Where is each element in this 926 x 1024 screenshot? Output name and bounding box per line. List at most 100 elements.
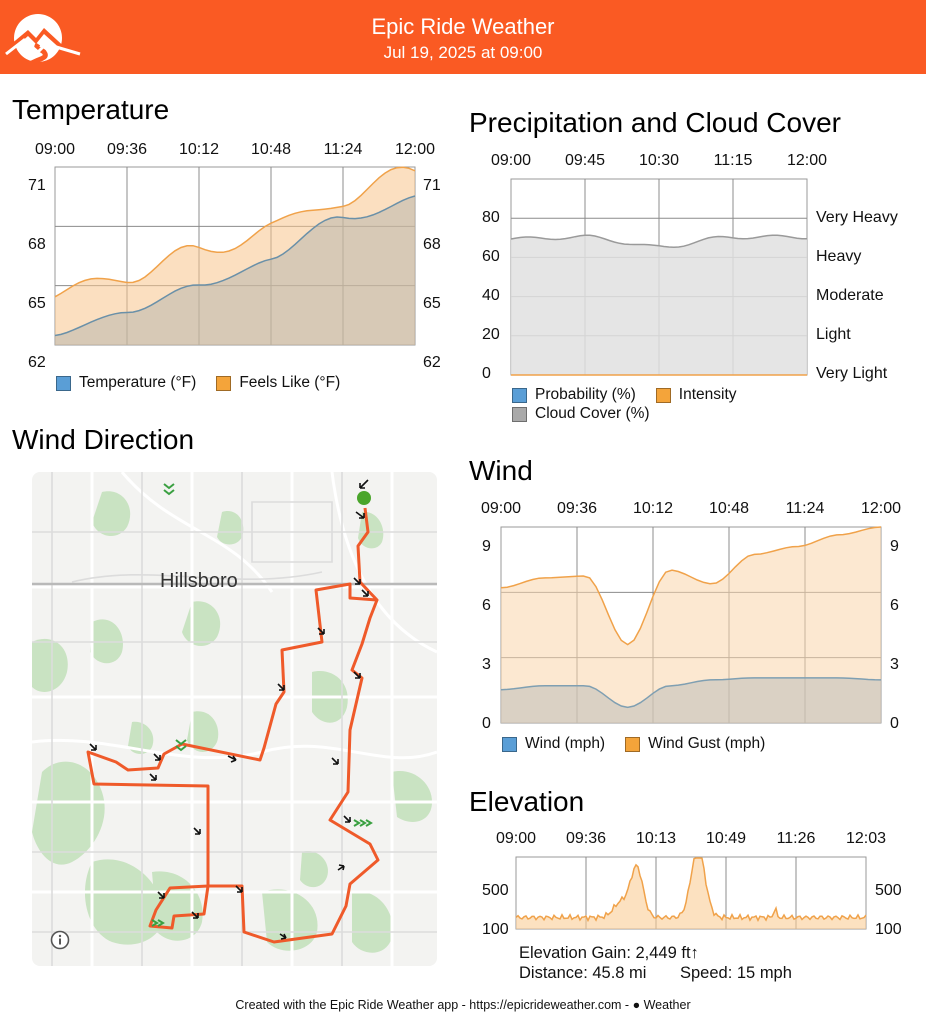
precip-intensity-label: Very Heavy (816, 209, 898, 226)
wind-y-tick-left: 9 (482, 538, 491, 555)
wind-gust-line (500, 526, 882, 646)
elevation-area (516, 858, 866, 929)
start-marker (357, 491, 371, 505)
temp-y-tick-right: 71 (423, 177, 441, 194)
temp-x-tick: 12:00 (394, 141, 436, 158)
precip-y-tick: 0 (482, 365, 491, 382)
footer: Created with the Epic Ride Weather app -… (0, 998, 926, 1012)
wind-y-tick-right: 9 (890, 538, 899, 555)
precip-intensity-label: Moderate (816, 287, 884, 304)
map-city-label: Hillsboro (160, 570, 238, 592)
precipitation-title: Precipitation and Cloud Cover (469, 107, 841, 138)
wind-title: Wind (469, 455, 533, 486)
elevation-chart (515, 856, 867, 930)
intensity-swatch (655, 387, 671, 403)
precip-y-tick: 60 (482, 248, 500, 265)
ride-speed: Speed: 15 mph (680, 964, 792, 982)
wind-y-tick-right: 6 (890, 597, 899, 614)
wind-y-tick-right: 3 (890, 656, 899, 673)
precip-intensity-label: Very Light (816, 365, 888, 382)
elevation-gain: Elevation Gain: 2,449 ft↑ (519, 944, 699, 962)
legend-probability: Probability (%) (535, 386, 636, 403)
wind-y-tick-left: 6 (482, 597, 491, 614)
temperature-legend: Temperature (°F) Feels Like (°F) (54, 374, 358, 392)
temp-x-tick: 10:48 (250, 141, 292, 158)
elev-x-tick: 09:00 (495, 830, 537, 847)
wind-x-tick: 11:24 (785, 500, 825, 517)
wind-chart (500, 526, 882, 724)
temp-x-tick: 10:12 (178, 141, 220, 158)
temperature-area (55, 196, 415, 345)
temp-y-tick-left: 68 (28, 236, 46, 253)
precip-intensity-label: Light (816, 326, 851, 343)
elev-x-tick: 12:03 (845, 830, 887, 847)
cloud-legend: Cloud Cover (%) (510, 405, 668, 423)
feels-like-area (55, 167, 415, 345)
wind-x-tick: 09:36 (556, 500, 598, 517)
precip-x-tick: 10:30 (638, 152, 680, 169)
precip-x-tick: 12:00 (786, 152, 828, 169)
precip-y-tick: 20 (482, 326, 500, 343)
legend-temperature: Temperature (°F) (79, 374, 197, 391)
temp-x-tick: 11:24 (323, 141, 363, 158)
elev-y-tick-left: 500 (482, 882, 509, 899)
elev-x-tick: 10:49 (705, 830, 747, 847)
temp-y-tick-left: 71 (28, 177, 46, 194)
elev-x-tick: 11:26 (776, 830, 816, 847)
elev-y-tick-left: 100 (482, 921, 509, 938)
wind-legend: Wind (mph) Wind Gust (mph) (500, 735, 783, 753)
cloud-cover-swatch (512, 406, 527, 422)
footer-weather: Weather (643, 998, 691, 1012)
temp-y-tick-left: 65 (28, 295, 46, 312)
precip-x-tick: 09:45 (564, 152, 606, 169)
temp-x-tick: 09:00 (34, 141, 76, 158)
wind-y-tick-right: 0 (890, 715, 899, 732)
ride-date-time: Jul 19, 2025 at 09:00 (383, 43, 543, 62)
wind-y-tick-left: 3 (482, 656, 491, 673)
wind-y-tick-left: 0 (482, 715, 491, 732)
elev-x-tick: 09:36 (565, 830, 607, 847)
map-canvas (32, 472, 437, 966)
app-header: Epic Ride Weather Jul 19, 2025 at 09:00 (0, 0, 926, 74)
temperature-chart (54, 166, 416, 346)
legend-wind-gust: Wind Gust (mph) (648, 735, 766, 752)
temperature-line (54, 195, 416, 337)
wind-gust-area (501, 527, 881, 723)
wind-direction-map[interactable]: Hillsboro (32, 472, 437, 966)
elev-y-tick-right: 100 (875, 921, 902, 938)
wind-x-tick: 10:12 (632, 500, 674, 517)
precip-x-tick: 09:00 (490, 152, 532, 169)
feels-like-line (54, 166, 416, 298)
cloud-cover-line (510, 234, 808, 248)
temp-y-tick-right: 62 (423, 354, 441, 371)
footer-text: Created with the Epic Ride Weather app -… (235, 998, 633, 1012)
precip-y-tick: 40 (482, 287, 500, 304)
cloud-cover-area (511, 235, 807, 375)
temp-y-tick-left: 62 (28, 354, 46, 371)
info-icon[interactable] (50, 930, 70, 950)
legend-feels-like: Feels Like (°F) (239, 374, 341, 391)
legend-intensity: Intensity (678, 386, 737, 403)
wind-line (500, 677, 882, 709)
mountain-road-logo-icon (4, 14, 81, 70)
apple-icon: ● (632, 998, 641, 1012)
precip-x-tick: 11:15 (713, 152, 753, 169)
precipitation-chart (510, 178, 808, 376)
precipitation-legend: Probability (%) Intensity (510, 386, 755, 404)
temp-y-tick-right: 65 (423, 295, 441, 312)
temperature-swatch (56, 375, 71, 391)
wind-x-tick: 09:00 (480, 500, 522, 517)
wind-gust-swatch (625, 736, 641, 752)
wind-direction-title: Wind Direction (12, 424, 195, 455)
elev-x-tick: 10:13 (635, 830, 677, 847)
probability-swatch (512, 387, 527, 403)
legend-wind: Wind (mph) (525, 735, 606, 752)
legend-cloud-cover: Cloud Cover (%) (535, 405, 650, 422)
precip-intensity-label: Heavy (816, 248, 862, 265)
precip-y-tick: 80 (482, 209, 500, 226)
app-title: Epic Ride Weather (371, 14, 555, 39)
wind-x-tick: 12:00 (860, 500, 902, 517)
ride-distance: Distance: 45.8 mi (519, 964, 647, 982)
temp-y-tick-right: 68 (423, 236, 441, 253)
wind-swatch (502, 736, 517, 752)
